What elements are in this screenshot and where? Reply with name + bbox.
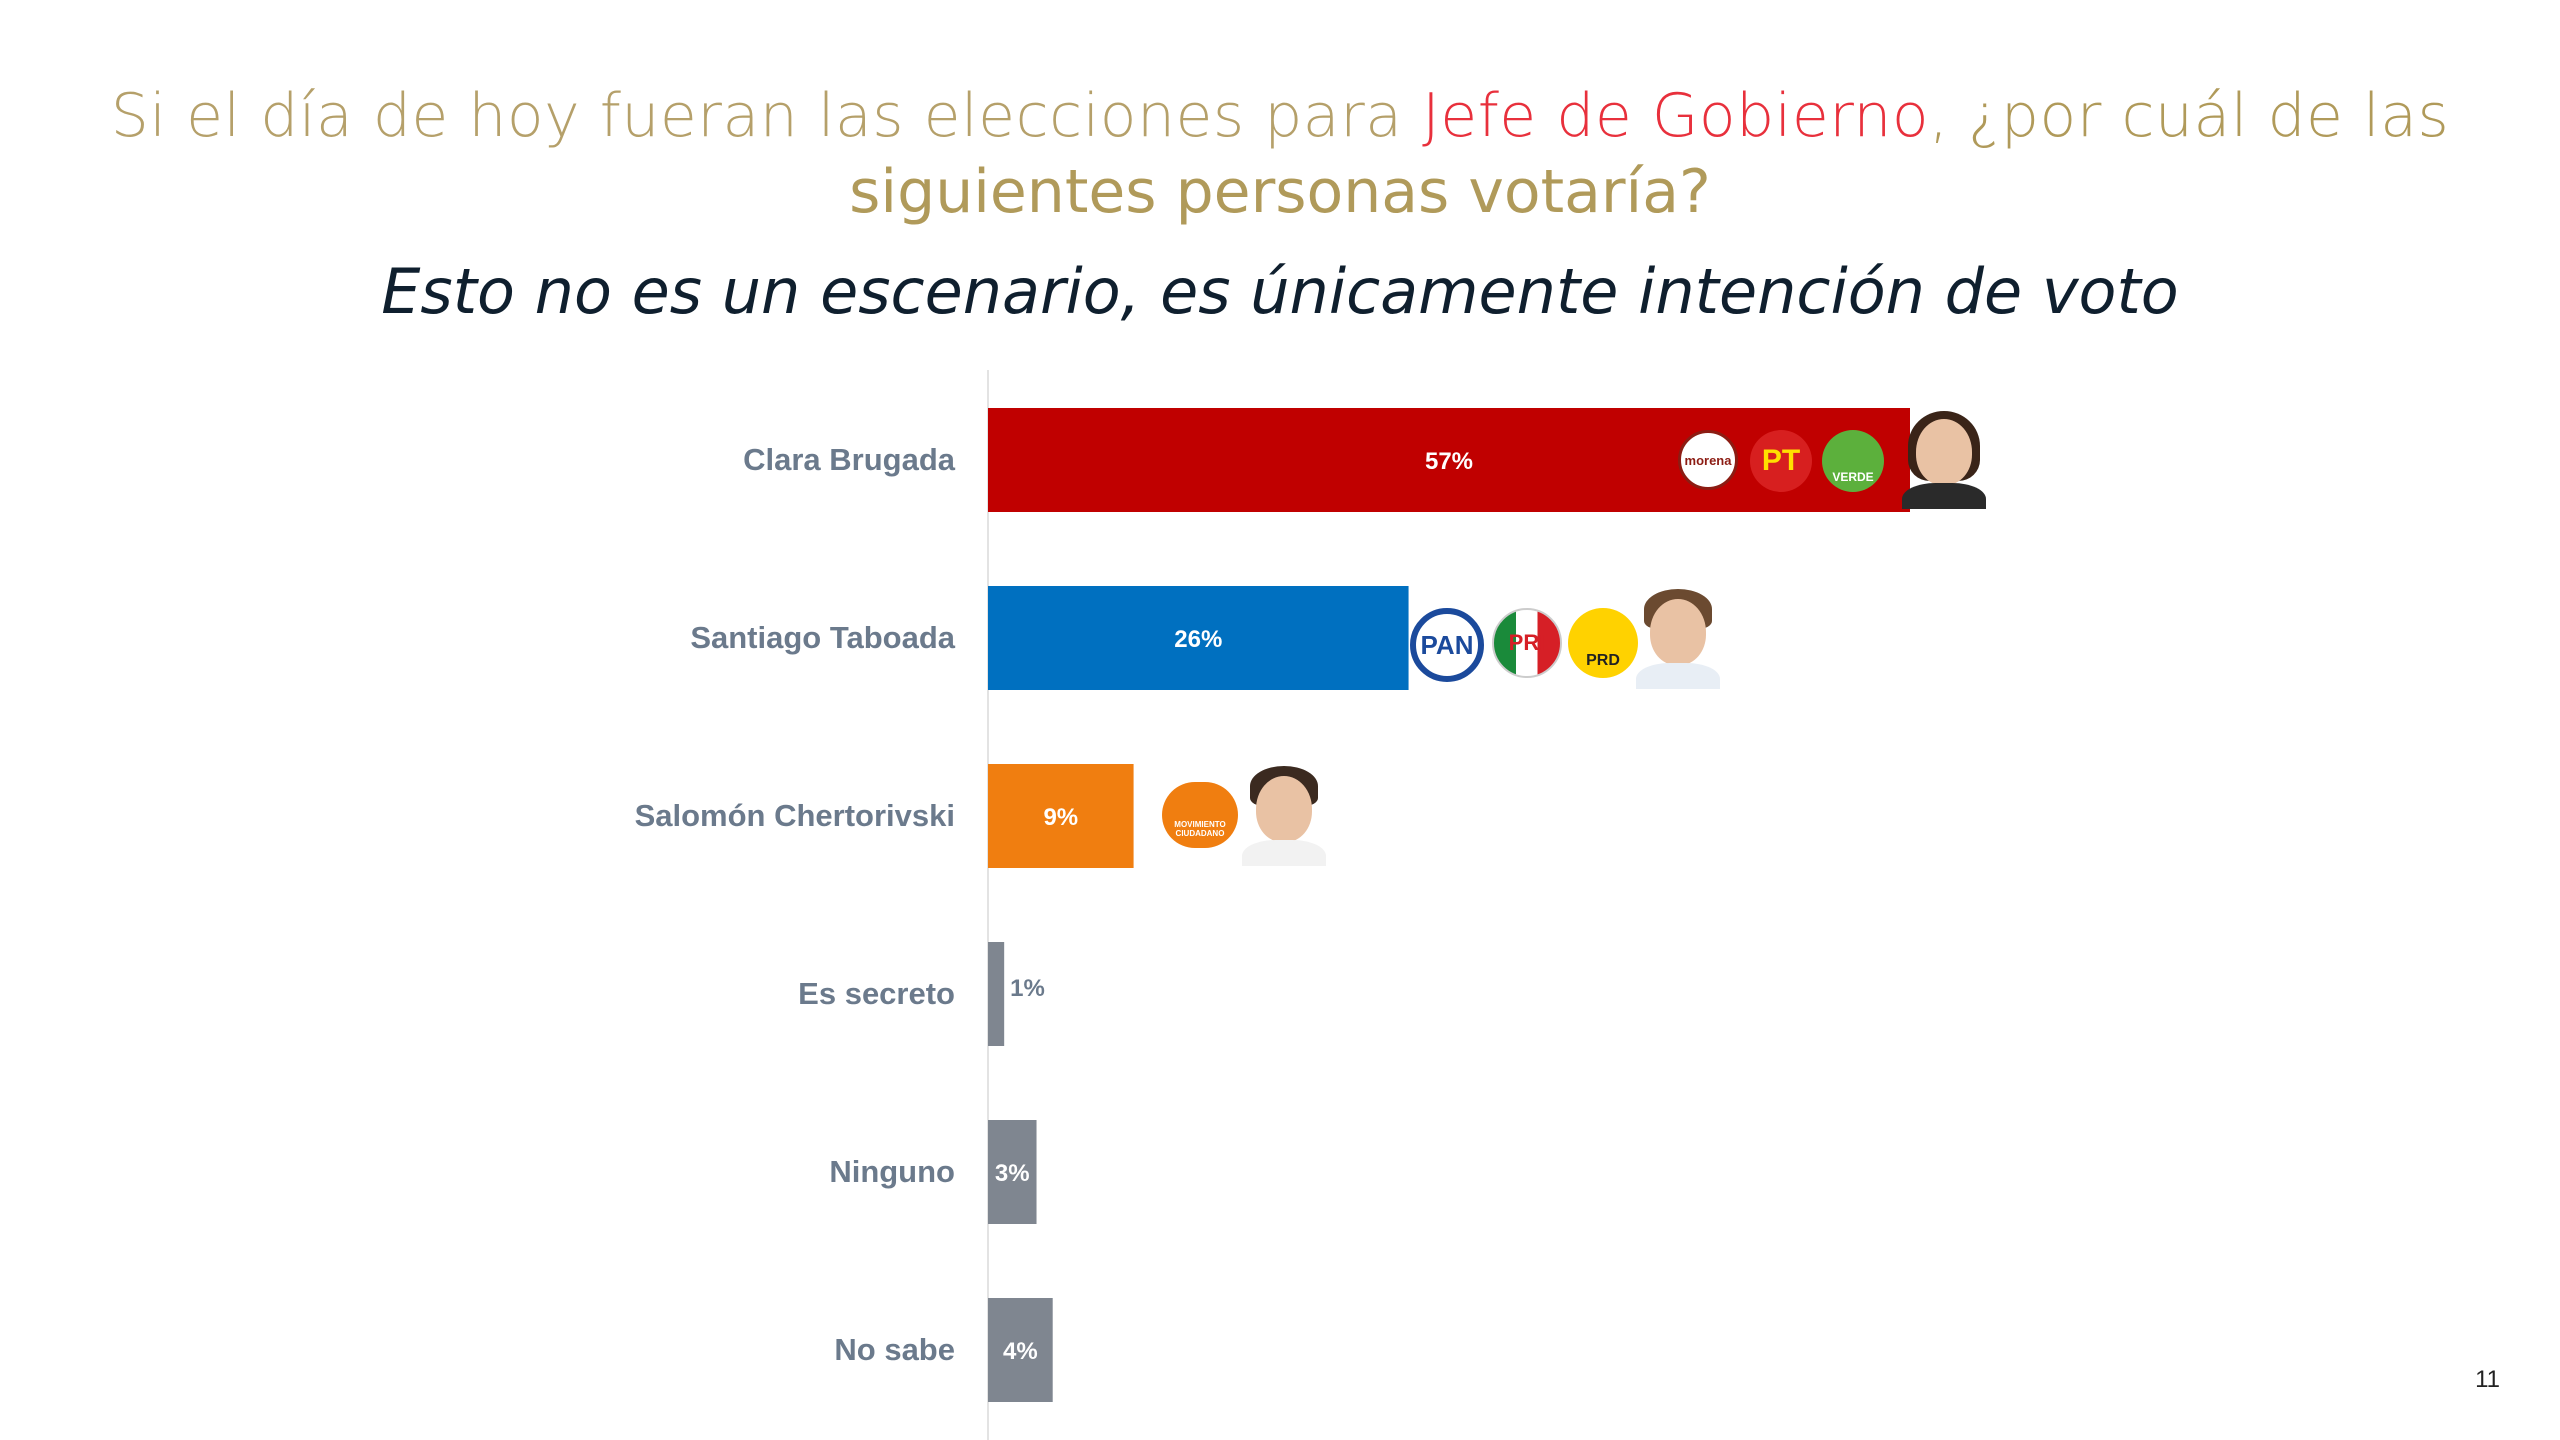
chart-title: Si el día de hoy fueran las elecciones p… <box>0 78 2560 230</box>
bar-salomon-chertorivski <box>988 764 1134 868</box>
prd-logo: PRD <box>1568 608 1638 678</box>
pri-logo-text: PRI <box>1508 630 1546 655</box>
verde-logo: VERDE <box>1822 430 1884 492</box>
bar-no-sabe <box>988 1298 1053 1402</box>
prd-logo-text: PRD <box>1586 652 1620 669</box>
title-part-1: Si el día de hoy fueran las elecciones p… <box>110 81 1423 151</box>
title-line-1: Si el día de hoy fueran las elecciones p… <box>0 78 2560 154</box>
pan-logo: PAN <box>1410 608 1484 682</box>
verde-logo-text: VERDE <box>1832 470 1874 484</box>
movimiento-ciudadano-logo: MOVIMIENTO CIUDADANO <box>1162 782 1238 848</box>
pt-logo: PT <box>1750 430 1812 492</box>
category-label-salomon-chertorivski: Salomón Chertorivski <box>635 798 955 833</box>
value-label-es-secreto: 1% <box>1010 975 1045 1002</box>
chart-subtitle: Esto no es un escenario, es únicamente i… <box>381 255 2179 328</box>
category-label-es-secreto: Es secreto <box>798 976 955 1011</box>
morena-logo-text: morena <box>1684 452 1732 468</box>
category-label-clara-brugada: Clara Brugada <box>743 442 956 477</box>
title-part-2: , ¿por cuál de las <box>1929 81 2450 151</box>
category-label-ninguno: Ninguno <box>829 1154 955 1189</box>
salomon-chertorivski-photo <box>1238 762 1330 866</box>
value-label-salomon-chertorivski: 9% <box>1043 804 1078 831</box>
category-label-no-sabe: No sabe <box>834 1332 955 1367</box>
title-line-2: siguientes personas votaría? <box>849 157 1711 227</box>
pri-logo: PRI <box>1492 608 1562 678</box>
value-label-no-sabe: 4% <box>1003 1338 1038 1365</box>
clara-brugada-photo <box>1898 405 1990 509</box>
category-label-santiago-taboada: Santiago Taboada <box>690 620 955 655</box>
value-label-santiago-taboada: 26% <box>1174 626 1222 653</box>
bar-es-secreto <box>988 942 1005 1046</box>
title-highlight: Jefe de Gobierno <box>1422 81 1930 151</box>
bar-santiago-taboada <box>988 586 1409 690</box>
bar-ninguno <box>988 1120 1037 1224</box>
pt-logo-text: PT <box>1761 444 1801 477</box>
value-label-ninguno: 3% <box>995 1160 1030 1187</box>
mc-logo-text: MOVIMIENTO CIUDADANO <box>1174 820 1226 838</box>
value-label-clara-brugada: 57% <box>1425 448 1473 475</box>
santiago-taboada-photo <box>1632 585 1724 689</box>
morena-logo: morena <box>1678 430 1738 490</box>
page-number: 11 <box>2475 1366 2500 1393</box>
pan-logo-text: PAN <box>1420 629 1474 660</box>
